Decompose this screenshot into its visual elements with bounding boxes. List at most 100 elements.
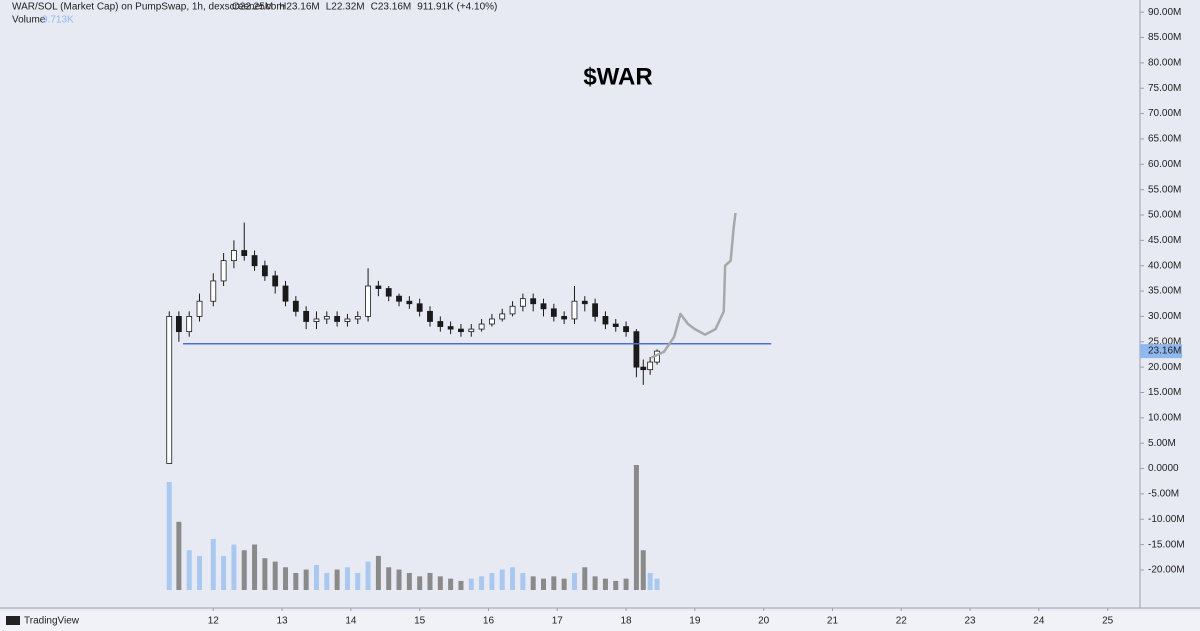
volume-bar [334, 569, 340, 590]
candle-body [499, 313, 506, 320]
candle-body [602, 316, 609, 325]
volume-bar [303, 569, 309, 590]
ohlc-label: C23.16M [371, 2, 412, 13]
y-tick-label: 55.00M [1148, 184, 1181, 195]
candle-body [220, 260, 227, 282]
volume-bar [582, 567, 588, 590]
y-tick-label: 75.00M [1148, 83, 1181, 94]
x-tick-label: 12 [208, 616, 220, 627]
volume-bar [623, 578, 629, 590]
volume-bar [489, 572, 495, 590]
candle-body [375, 285, 382, 289]
volume-bar [355, 572, 361, 590]
volume-bar [293, 572, 299, 590]
y-tick-label: 60.00M [1148, 159, 1181, 170]
y-tick-label: 5.00M [1148, 438, 1176, 449]
candle-body [633, 331, 640, 368]
volume-bar [406, 572, 412, 590]
x-tick-label: 20 [758, 616, 770, 627]
x-tick-label: 17 [552, 616, 564, 627]
candle-body [447, 326, 454, 330]
y-tick-label: 45.00M [1148, 235, 1181, 246]
candle-body [478, 323, 485, 330]
candle-body [210, 280, 217, 302]
volume-bar [530, 576, 536, 590]
volume-label: Volume [12, 15, 46, 26]
candle-body [468, 328, 475, 333]
y-tick-label: 30.00M [1148, 311, 1181, 322]
volume-bar [272, 561, 278, 590]
y-tick-label: 0.0000 [1148, 463, 1179, 474]
volume-bar [231, 544, 237, 590]
y-tick-label: 25.00M [1148, 336, 1181, 347]
volume-bar [283, 567, 289, 590]
candle-body [261, 265, 268, 277]
volume-bar [561, 578, 567, 590]
volume-bar [640, 550, 646, 590]
volume-bar [375, 555, 381, 590]
candle-body [540, 303, 547, 310]
candle-body [416, 303, 423, 312]
ohlc-label: O22.25M [232, 2, 273, 13]
candle-body [427, 310, 433, 322]
ohlc-label: H23.16M [279, 2, 320, 13]
candle-body [385, 288, 392, 297]
volume-bar [365, 561, 371, 590]
x-tick-label: 21 [827, 616, 839, 627]
candle-body [166, 316, 173, 464]
volume-bar [386, 567, 392, 590]
x-tick-label: 24 [1033, 616, 1045, 627]
volume-bar [427, 572, 433, 590]
y-tick-label: 90.00M [1148, 7, 1181, 18]
y-tick-label: 15.00M [1148, 387, 1181, 398]
volume-bar [252, 544, 258, 590]
candle-body [196, 300, 203, 317]
volume-bar [654, 578, 660, 590]
ohlc-label: L22.32M [326, 2, 365, 13]
volume-bar [520, 572, 526, 590]
volume-bar [344, 567, 350, 590]
x-tick-label: 13 [277, 616, 289, 627]
volume-bar [479, 576, 485, 590]
candle-body [282, 285, 289, 302]
candle-body [489, 318, 495, 325]
candle-body [396, 295, 402, 302]
projection-line [651, 212, 737, 359]
candle-body [530, 298, 537, 305]
volume-bar [551, 576, 557, 590]
candle-body [458, 328, 464, 333]
candle-body [640, 366, 647, 371]
volume-bar [499, 569, 505, 590]
volume-bar [458, 580, 464, 590]
candle-body [612, 323, 619, 327]
volume-bar [176, 521, 182, 590]
candle-body [561, 316, 568, 320]
candle-body [519, 298, 526, 307]
price-label: 23.16M [1148, 346, 1181, 357]
volume-bar [448, 578, 454, 590]
candle-body [344, 318, 351, 322]
candle-body [406, 300, 413, 305]
y-tick-label: 40.00M [1148, 260, 1181, 271]
volume-bar [210, 538, 216, 590]
volume-bar [417, 576, 423, 590]
volume-bar [221, 555, 227, 590]
y-tick-label: 85.00M [1148, 32, 1181, 43]
ohlc-label: 911.91K (+4.10%) [417, 2, 497, 13]
candle-body [647, 361, 654, 371]
volume-bar [571, 572, 577, 590]
candle-body [175, 316, 182, 333]
y-tick-label: -15.00M [1148, 539, 1185, 550]
x-tick-label: 18 [621, 616, 633, 627]
footer-logo [6, 616, 20, 625]
x-tick-label: 14 [345, 616, 357, 627]
price-marker [1140, 344, 1182, 359]
volume-bar [313, 565, 319, 590]
footer: TradingView [24, 616, 80, 627]
y-tick-label: -20.00M [1148, 565, 1185, 576]
y-tick-label: 10.00M [1148, 412, 1181, 423]
volume-bar [613, 580, 619, 590]
annotation: $WAR [583, 63, 652, 90]
candle-body [509, 305, 516, 315]
